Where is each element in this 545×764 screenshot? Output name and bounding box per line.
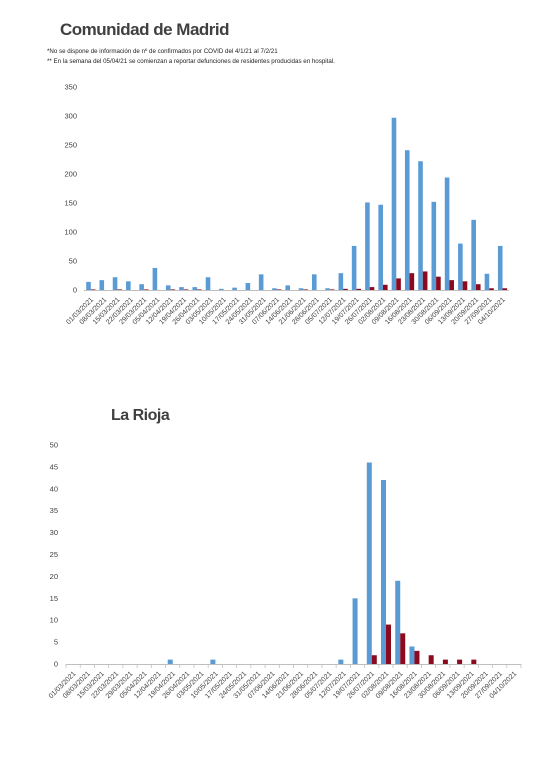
y-tick-label: 350	[64, 83, 77, 92]
bar-deaths	[442, 659, 448, 664]
y-tick-label: 0	[73, 286, 77, 295]
bar-confirmed	[458, 243, 463, 290]
chart-title-madrid: Comunidad de Madrid	[60, 20, 230, 39]
bar-deaths	[343, 288, 348, 290]
note-deaths: ** En la semana del 05/04/21 se comienza…	[47, 58, 335, 65]
y-tick-label: 40	[50, 484, 58, 493]
bar-confirmed	[219, 288, 224, 290]
bar-deaths	[382, 284, 388, 290]
bar-deaths	[386, 624, 392, 664]
y-tick-label: 50	[69, 257, 77, 266]
bar-deaths	[422, 271, 428, 290]
y-tick-label: 45	[50, 462, 58, 471]
bar-deaths	[369, 287, 375, 290]
bar-deaths	[117, 289, 122, 290]
bar-deaths	[356, 288, 362, 290]
bar-deaths	[400, 633, 406, 664]
bar-deaths	[90, 289, 96, 290]
bar-confirmed	[86, 281, 91, 290]
y-tick-label: 200	[64, 170, 77, 179]
bar-confirmed	[298, 288, 304, 290]
bar-deaths	[396, 278, 401, 290]
y-tick-label: 30	[50, 528, 58, 537]
bar-confirmed	[365, 202, 370, 290]
bar-confirmed	[167, 659, 173, 664]
chart-madrid: 05010015020025030035001/03/202108/03/202…	[64, 83, 509, 326]
bar-confirmed	[418, 161, 423, 290]
bar-confirmed	[325, 288, 330, 290]
y-tick-label: 0	[54, 660, 58, 669]
bar-confirmed	[431, 201, 437, 290]
bar-confirmed	[232, 287, 237, 290]
bar-confirmed	[179, 287, 184, 290]
y-tick-label: 20	[50, 572, 58, 581]
bar-confirmed	[258, 274, 264, 290]
y-tick-label: 150	[64, 199, 77, 208]
bar-confirmed	[409, 646, 415, 664]
bar-confirmed	[351, 245, 357, 290]
bar-confirmed	[338, 659, 344, 664]
y-tick-label: 35	[50, 506, 58, 515]
bar-confirmed	[497, 245, 503, 290]
bar-confirmed	[285, 285, 291, 290]
y-tick-label: 100	[64, 228, 77, 237]
y-tick-label: 300	[64, 112, 77, 121]
bar-confirmed	[99, 280, 105, 290]
bar-confirmed	[165, 285, 171, 290]
bar-deaths	[471, 659, 477, 664]
bar-confirmed	[391, 117, 397, 291]
bar-confirmed	[484, 273, 490, 290]
bar-deaths	[489, 288, 494, 290]
y-tick-label: 50	[50, 441, 58, 450]
bar-deaths	[303, 289, 308, 290]
bar-confirmed	[444, 177, 450, 290]
bar-deaths	[414, 650, 420, 664]
bar-confirmed	[272, 288, 277, 290]
bar-deaths	[502, 288, 508, 290]
y-tick-label: 25	[50, 550, 58, 559]
bar-confirmed	[205, 277, 211, 290]
bar-deaths	[409, 273, 415, 290]
note-confirmed: *No se dispone de información de nº de c…	[47, 48, 278, 55]
bar-confirmed	[381, 480, 387, 664]
bar-deaths	[170, 289, 176, 290]
bar-confirmed	[210, 659, 216, 664]
y-tick-label: 10	[50, 616, 58, 625]
bar-deaths	[197, 289, 202, 290]
y-tick-label: 5	[54, 638, 58, 647]
bar-confirmed	[126, 281, 131, 290]
bar-deaths	[475, 284, 481, 290]
bar-confirmed	[404, 150, 410, 290]
bar-confirmed	[352, 598, 358, 664]
bar-deaths	[436, 276, 441, 290]
bar-confirmed	[395, 580, 401, 664]
y-tick-label: 250	[64, 141, 77, 150]
bar-deaths	[449, 280, 454, 290]
bar-confirmed	[139, 284, 144, 290]
bar-confirmed	[471, 219, 476, 290]
y-tick-label: 15	[50, 594, 58, 603]
bar-deaths	[183, 289, 189, 290]
bar-deaths	[143, 289, 149, 290]
bar-confirmed	[311, 274, 317, 290]
chart-title-la-rioja: La Rioja	[111, 407, 170, 424]
bar-deaths	[462, 281, 468, 290]
bar-deaths	[428, 655, 434, 664]
bar-confirmed	[366, 462, 372, 664]
bar-confirmed	[112, 277, 118, 290]
bar-confirmed	[152, 267, 158, 290]
bar-confirmed	[338, 273, 344, 290]
bar-confirmed	[378, 204, 383, 290]
bar-confirmed	[245, 283, 251, 290]
bar-confirmed	[192, 287, 198, 290]
bar-deaths	[371, 655, 377, 664]
bar-deaths	[457, 659, 463, 664]
bar-deaths	[329, 289, 335, 290]
bar-deaths	[276, 289, 282, 290]
